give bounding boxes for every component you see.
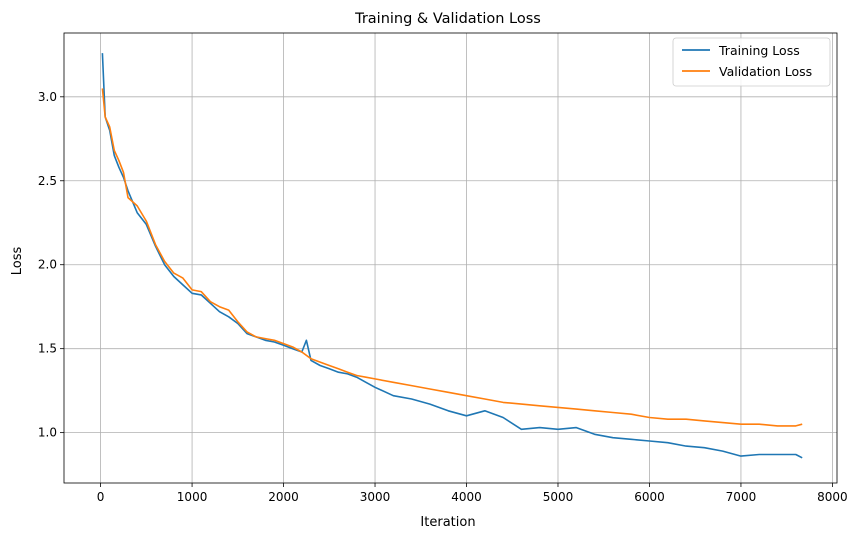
grid — [64, 33, 837, 483]
x-tick-label: 3000 — [360, 490, 391, 504]
x-tick-label: 0 — [97, 490, 105, 504]
plot-frame — [63, 32, 838, 484]
x-tick-label: 5000 — [543, 490, 574, 504]
legend-box — [672, 37, 831, 87]
x-tick-label: 4000 — [451, 490, 482, 504]
series-line-training — [101, 53, 803, 459]
x-tick-label: 6000 — [634, 490, 665, 504]
chart-title: Training & Validation Loss — [354, 11, 541, 27]
legend-label-training: Training Loss — [718, 43, 800, 58]
series-lines — [101, 53, 803, 459]
y-tick-label: 1.0 — [38, 426, 57, 440]
x-tick-label: 7000 — [726, 490, 757, 504]
x-tick-label: 1000 — [177, 490, 208, 504]
x-axis-title: Iteration — [420, 515, 475, 530]
y-tick-label: 3.0 — [38, 90, 57, 104]
legend-label-validation: Validation Loss — [719, 64, 812, 79]
y-tick-label: 2.0 — [38, 258, 57, 272]
x-tick-label: 2000 — [268, 490, 299, 504]
x-axis-ticks: 0 1000 2000 3000 4000 5000 6000 7000 8000 — [97, 483, 848, 504]
x-tick-label: 8000 — [817, 490, 848, 504]
legend: Training Loss Validation Loss — [672, 37, 831, 87]
y-tick-label: 2.5 — [38, 174, 57, 188]
y-tick-label: 1.5 — [38, 342, 57, 356]
y-axis-title: Loss — [10, 247, 25, 276]
series-line-validation — [101, 88, 803, 427]
y-axis-ticks: 1.0 1.5 2.0 2.5 3.0 — [38, 90, 64, 440]
